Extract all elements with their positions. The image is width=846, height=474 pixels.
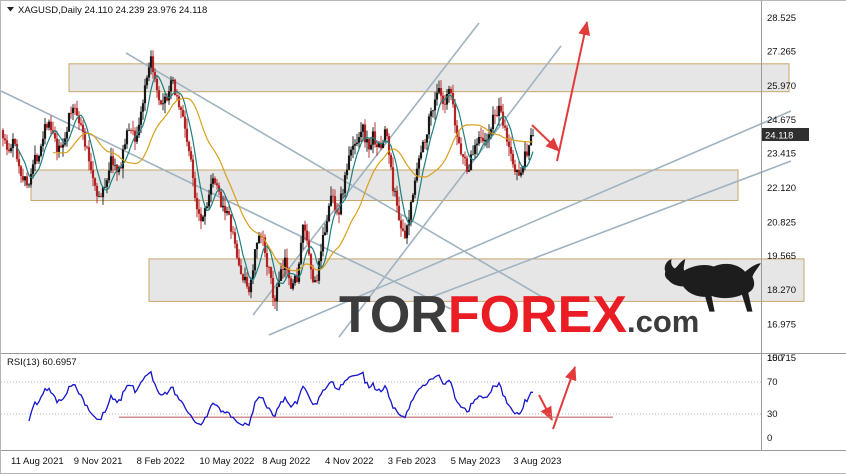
watermark-forex: FOREX bbox=[448, 286, 627, 344]
moving-averages bbox=[14, 74, 534, 285]
trendline bbox=[420, 160, 792, 302]
chart-title: XAGUSD,Daily 24.110 24.239 23.976 24.118 bbox=[7, 5, 207, 16]
price-tick-label: 28.525 bbox=[767, 13, 796, 24]
rsi-label: RSI(13) 60.6957 bbox=[7, 357, 77, 368]
price-tick-label: 18.270 bbox=[767, 285, 796, 296]
torforex-watermark: TORFOREX.com bbox=[339, 259, 761, 344]
rsi-pane bbox=[1, 370, 761, 427]
price-tick-label: 23.415 bbox=[767, 149, 796, 160]
price-tick-label: 16.975 bbox=[767, 320, 796, 331]
bull-logo-icon bbox=[664, 259, 761, 312]
support-resistance-zones bbox=[30, 63, 805, 302]
current-price-text: 24.118 bbox=[765, 131, 793, 142]
rsi-tick-label: 30 bbox=[767, 409, 778, 420]
ma-slow-line bbox=[53, 97, 534, 272]
trendline bbox=[1, 90, 452, 310]
price-tick-label: 27.265 bbox=[767, 46, 796, 57]
rsi-tick-label: 100 bbox=[767, 353, 783, 364]
time-axis-label: 8 Feb 2022 bbox=[137, 456, 185, 467]
trendline bbox=[268, 110, 792, 336]
forecast-arrows bbox=[531, 21, 591, 430]
time-axis-label: 3 Aug 2023 bbox=[513, 456, 561, 467]
forecast-arrow bbox=[538, 394, 553, 421]
chart-title-text: XAGUSD,Daily 24.110 24.239 23.976 24.118 bbox=[18, 5, 207, 16]
time-axis-label: 4 Nov 2022 bbox=[325, 456, 374, 467]
trendlines bbox=[1, 22, 792, 338]
forecast-arrow bbox=[552, 366, 577, 430]
symbol-marker-icon bbox=[7, 7, 14, 12]
time-axis-label: 9 Nov 2021 bbox=[74, 456, 123, 467]
time-axis-label: 11 Aug 2021 bbox=[11, 456, 64, 467]
forecast-arrow bbox=[531, 124, 560, 152]
trendline bbox=[252, 22, 480, 316]
price-tick-label: 20.825 bbox=[767, 217, 796, 228]
price-tick-label: 22.120 bbox=[767, 183, 796, 194]
forecast-arrow bbox=[556, 21, 591, 162]
watermark-com: .com bbox=[627, 304, 699, 339]
time-axis-label: 5 May 2023 bbox=[451, 456, 501, 467]
trendline bbox=[125, 52, 550, 302]
time-axis-label: 3 Feb 2023 bbox=[388, 456, 436, 467]
rsi-line bbox=[28, 370, 533, 427]
price-tick-label: 24.675 bbox=[767, 115, 796, 126]
candlestick-series bbox=[1, 50, 535, 311]
rsi-tick-label: 0 bbox=[767, 433, 772, 444]
price-tick-label: 19.565 bbox=[767, 251, 796, 262]
watermark-tor: TOR bbox=[339, 286, 448, 344]
price-tick-label: 15.715 bbox=[767, 353, 796, 364]
price-tick-label: 25.970 bbox=[767, 81, 796, 92]
ma-fast-line bbox=[14, 74, 534, 285]
time-axis-label: 8 Aug 2022 bbox=[262, 456, 310, 467]
sr-zone bbox=[30, 169, 739, 201]
rsi-tick-label: 70 bbox=[767, 377, 778, 388]
watermark-text: TORFOREX.com bbox=[339, 286, 699, 344]
current-price-badge bbox=[762, 128, 809, 141]
time-axis-label: 10 May 2022 bbox=[199, 456, 254, 467]
